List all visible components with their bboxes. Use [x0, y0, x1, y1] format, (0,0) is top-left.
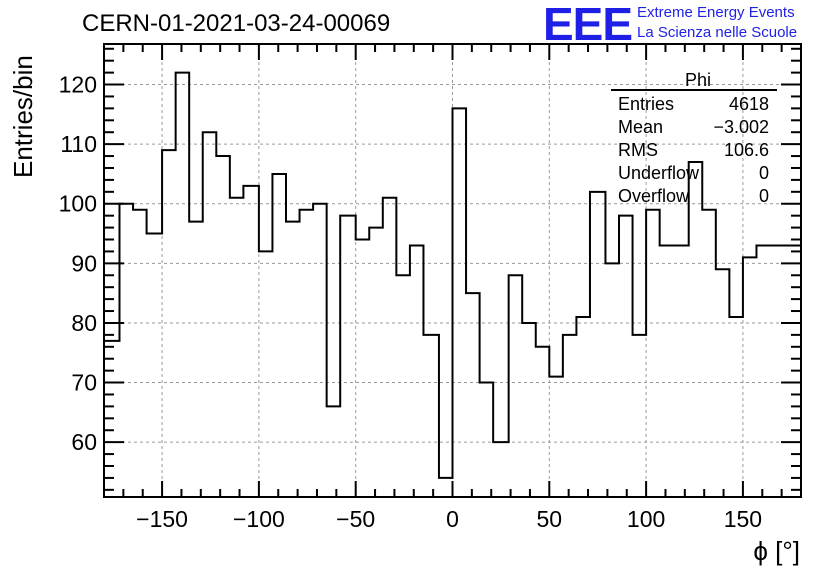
y-tick-label: 70	[71, 370, 97, 396]
stats-row-value: 0	[759, 186, 769, 206]
y-tick-label: 90	[71, 250, 97, 276]
y-tick-label: 110	[60, 131, 97, 157]
x-tick-label: −100	[233, 506, 285, 532]
stats-row-value: 4618	[729, 94, 769, 114]
x-axis-title: ϕ [°]	[753, 536, 800, 566]
y-tick-label: 100	[59, 191, 97, 217]
x-tick-label: 0	[446, 506, 459, 532]
x-tick-label: 50	[537, 506, 563, 532]
stats-row-label: RMS	[618, 140, 658, 160]
logo-subtitle-2: La Scienza nelle Scuole	[637, 24, 798, 41]
eee-logo: EEE	[543, 0, 633, 50]
stats-row-label: Entries	[618, 94, 674, 114]
y-tick-labels: 60 70 80 90 100 110 120	[59, 72, 97, 456]
histogram-line	[104, 71, 801, 479]
x-tick-label: −50	[336, 506, 375, 532]
x-tick-labels: −150 −100 −50 0 50 100 150	[136, 506, 762, 532]
logo-subtitle-1: Extreme Energy Events	[637, 4, 795, 21]
x-tick-label: 150	[724, 506, 762, 532]
run-title: CERN-01-2021-03-24-00069	[82, 10, 391, 37]
stats-row-label: Underflow	[618, 163, 700, 183]
stats-box: Phi Entries 4618 Mean −3.002 RMS 106.6 Underflo…	[611, 70, 777, 206]
y-tick-label: 120	[59, 72, 97, 98]
x-tick-label: 100	[627, 506, 665, 532]
stats-title: Phi	[685, 70, 711, 90]
y-tick-label: 60	[71, 429, 97, 455]
stats-row-value: −3.002	[713, 117, 769, 137]
x-tick-label: −150	[136, 506, 188, 532]
y-tick-label: 80	[71, 310, 97, 336]
y-axis-title: Entries/bin	[8, 55, 38, 178]
axis-ticks	[104, 44, 801, 497]
stats-row-label: Overflow	[618, 186, 690, 206]
stats-row-label: Mean	[618, 117, 663, 137]
stats-row-value: 0	[759, 163, 769, 183]
stats-row-value: 106.6	[724, 140, 769, 160]
